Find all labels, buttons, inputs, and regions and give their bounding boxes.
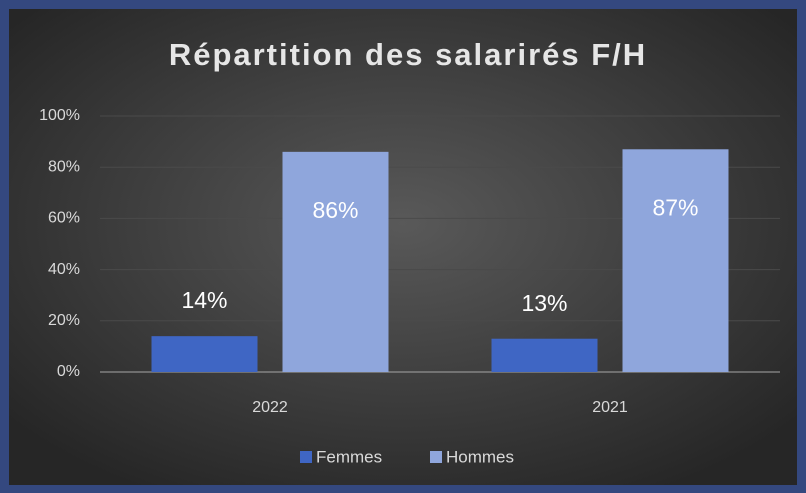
bar [622, 149, 729, 372]
legend-swatch [430, 451, 442, 463]
data-label: 87% [652, 194, 698, 220]
data-label: 13% [521, 290, 567, 316]
y-tick-label: 40% [48, 261, 80, 278]
data-label: 14% [181, 287, 227, 313]
chart-title: Répartition des salarirés F/H [169, 37, 647, 72]
data-label: 86% [312, 197, 358, 223]
bar [491, 338, 598, 372]
legend-label: Femmes [316, 447, 382, 466]
y-tick-label: 0% [57, 363, 80, 380]
x-tick-label: 2022 [252, 399, 288, 416]
y-tick-label: 100% [39, 107, 80, 124]
bar [151, 336, 258, 372]
legend-swatch [300, 451, 312, 463]
y-tick-label: 80% [48, 158, 80, 175]
y-tick-label: 60% [48, 210, 80, 227]
y-tick-label: 20% [48, 312, 80, 329]
bar [282, 151, 389, 372]
x-tick-label: 2021 [592, 399, 628, 416]
legend-label: Hommes [446, 447, 514, 466]
